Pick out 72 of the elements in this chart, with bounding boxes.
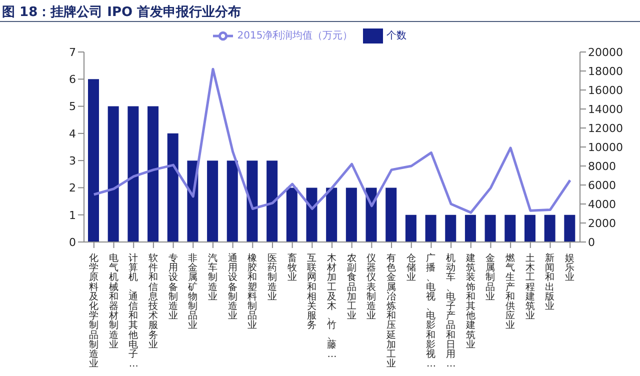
x-tick-label: 橡胶和塑料制品业 — [248, 252, 258, 332]
x-tick-label: 医药制造业 — [267, 253, 278, 302]
y-tick-label: 3 — [69, 154, 76, 168]
x-tick-label: 非金属矿物制品业 — [187, 252, 198, 332]
x-tick-label: 燃气生产和供应业 — [506, 252, 516, 332]
y2-tick-label: 0 — [588, 236, 595, 249]
category-label: 木材加工及木、竹、藤… — [327, 253, 337, 360]
category-label: 电气机械和器材制造业 — [108, 253, 119, 350]
y-tick-label: 1 — [69, 208, 76, 222]
bar — [306, 188, 318, 242]
category-label: 建筑装饰和其他建筑业 — [466, 253, 476, 350]
bar — [246, 160, 258, 242]
bar — [88, 79, 99, 242]
x-tick-label: 新闻和出版业 — [545, 252, 556, 312]
x-tick-label: 仪器仪表制造业 — [366, 252, 377, 322]
y-tick-label: 6 — [69, 73, 76, 86]
bar — [108, 106, 119, 242]
y2-tick-label: 8000 — [588, 160, 616, 173]
y-tick-label: 4 — [69, 127, 76, 140]
bar — [346, 188, 357, 242]
y-tick-label: 0 — [69, 236, 76, 249]
bar — [286, 188, 298, 242]
x-tick-label: 汽车制造业 — [208, 252, 218, 302]
y-tick-label: 2 — [69, 182, 76, 195]
category-label: 机动车、电子产品和日用… — [446, 253, 456, 370]
y2-tick-label: 6000 — [588, 178, 616, 192]
x-tick-label: 互联网和相关服务 — [307, 253, 318, 332]
bar — [425, 214, 436, 242]
bar — [226, 160, 238, 242]
bar — [464, 214, 476, 242]
x-tick-label: 专用设备制造业 — [168, 252, 178, 322]
category-label: 有色金属冶炼和压延加工业 — [386, 253, 397, 370]
y2-tick-label: 14000 — [588, 102, 623, 116]
bar — [405, 214, 416, 242]
bar — [148, 106, 159, 242]
y2-tick-label: 12000 — [588, 122, 623, 135]
x-tick-label: 畜牧业 — [287, 252, 298, 284]
y2-tick-label: 18000 — [588, 64, 623, 78]
x-tick-label: 通用设备制造业 — [228, 252, 238, 322]
legend-label: 个数 — [386, 30, 407, 42]
y2-tick-label: 16000 — [588, 84, 623, 97]
bar — [564, 214, 576, 242]
bar — [207, 160, 218, 242]
bar — [366, 188, 377, 242]
legend-label: 2015净利润均值（万元） — [237, 30, 353, 42]
line-series — [92, 68, 572, 214]
y2-tick-label: 20000 — [588, 46, 623, 59]
y-tick-label: 5 — [69, 100, 76, 114]
x-tick-label: 金属制品业 — [486, 252, 496, 302]
bar — [167, 133, 178, 242]
x-tick-label: 农副食品加工业 — [346, 253, 357, 322]
bar — [386, 188, 397, 242]
category-label: 计算机、通信和其他电子… — [128, 253, 139, 370]
y2-tick-label: 4000 — [588, 198, 616, 211]
x-tick-label: 土木工程建筑业 — [524, 252, 536, 322]
bar — [484, 214, 496, 242]
x-tick-label: 仓储业 — [406, 252, 416, 284]
x-tick-label: 娱乐业 — [565, 253, 576, 284]
bar — [524, 214, 536, 242]
bar — [266, 160, 278, 242]
category-label: 软件和信息技术服务业 — [148, 253, 158, 350]
chart-title: 图 18：挂牌公司 IPO 首发申报行业分布 — [0, 0, 640, 22]
bar — [504, 214, 516, 242]
bar — [128, 106, 139, 242]
y-tick-label: 7 — [69, 46, 76, 59]
y2-tick-label: 2000 — [588, 216, 616, 230]
bar — [445, 214, 456, 242]
category-label: 化学原料及化学制品制造业 — [88, 253, 99, 370]
bar — [326, 188, 338, 242]
category-label: 广播、电视、电影和影视… — [426, 253, 436, 370]
bar — [544, 214, 556, 242]
y2-tick-label: 10000 — [588, 140, 623, 154]
